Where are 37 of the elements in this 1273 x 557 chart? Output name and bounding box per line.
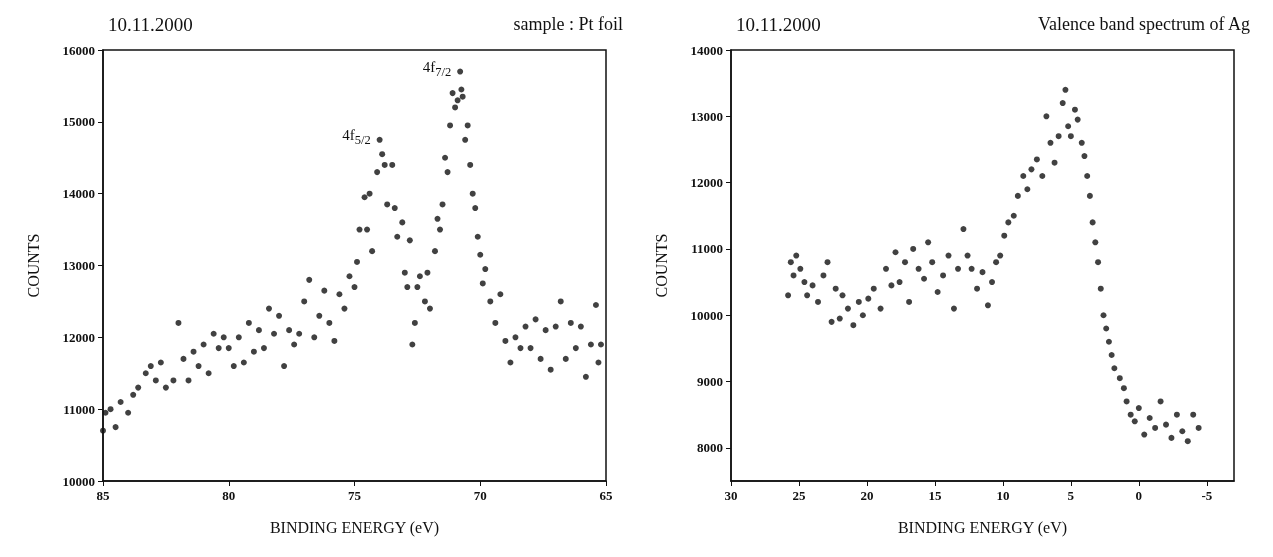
y-tick-label: 12000 <box>62 329 95 345</box>
y-tick-label: 14000 <box>690 42 723 58</box>
x-tick-label: 80 <box>222 488 236 503</box>
y-tick-label: 11000 <box>691 241 723 257</box>
y-tick-label: 9000 <box>697 374 723 390</box>
chart-subtitle: sample : Pt foil <box>513 14 624 34</box>
y-axis-title: COUNTS <box>24 233 42 298</box>
y-tick-label: 13000 <box>690 108 723 124</box>
x-axis-title: BINDING ENERGY (eV) <box>269 518 440 537</box>
y-tick-label: 11000 <box>63 401 95 417</box>
x-tick-label: 0 <box>1135 488 1143 503</box>
x-tick-label: 65 <box>599 488 613 503</box>
x-tick-label: 25 <box>792 488 806 503</box>
y-tick-label: 10000 <box>690 307 723 323</box>
x-tick-label: 5 <box>1067 488 1075 503</box>
y-tick-label: 8000 <box>697 440 723 456</box>
y-tick-label: 12000 <box>690 175 723 191</box>
x-tick-label: 15 <box>928 488 942 503</box>
x-tick-label: -5 <box>1201 488 1213 503</box>
x-axis-title: BINDING ENERGY (eV) <box>897 518 1068 537</box>
x-tick-label: 10 <box>996 488 1010 503</box>
y-axis-title: COUNTS <box>652 233 670 298</box>
x-tick-label: 75 <box>348 488 362 503</box>
annotation: 4f$_{5/2}$ <box>342 125 371 149</box>
y-tick-label: 10000 <box>62 473 95 489</box>
y-tick-label: 13000 <box>62 258 95 273</box>
chart-title: 10.11.2000 <box>736 14 821 35</box>
y-tick-label: 15000 <box>62 114 95 130</box>
annotation: 4f$_{7/2}$ <box>422 57 452 81</box>
x-tick-label: 30 <box>724 488 738 503</box>
x-tick-label: 85 <box>96 488 110 503</box>
x-tick-label: 20 <box>860 488 874 503</box>
y-tick-label: 16000 <box>62 42 95 58</box>
chart-subtitle: Valence band spectrum of Ag <box>1038 14 1251 34</box>
x-tick-label: 70 <box>473 488 487 503</box>
chart-title: 10.11.2000 <box>108 14 193 35</box>
y-tick-label: 14000 <box>62 186 95 202</box>
